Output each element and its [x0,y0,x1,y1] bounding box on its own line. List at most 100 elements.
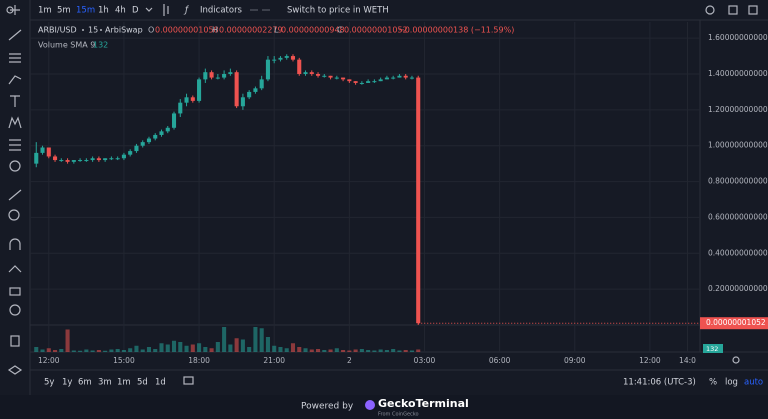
volume-bar [278,347,283,352]
candle-body [284,56,289,58]
candle-body [59,160,64,162]
ohlc-label: C [337,26,343,35]
ohlc-value: 0.00000001058 [155,26,219,35]
volume-bar [334,348,339,352]
candle-body [128,151,133,155]
scale-option[interactable]: log [725,378,738,388]
switch-price-button[interactable]: Switch to price in WETH [287,6,389,16]
interval-button[interactable]: 1m [38,6,52,16]
range-button[interactable]: 5y [44,378,54,388]
date-range-icon[interactable] [183,376,194,385]
indicators-button[interactable]: Indicators [200,6,243,16]
volume-bar [134,345,139,352]
settings-icon[interactable] [705,5,715,15]
y-tick-label: 0.400000000000 [708,248,768,257]
fullscreen-icon[interactable] [728,5,738,15]
lock-drawing-icon[interactable] [8,265,22,273]
axis-settings-icon[interactable] [732,356,740,364]
scale-option[interactable]: auto [744,378,763,388]
trash-icon[interactable] [10,335,20,347]
candle-body [203,72,208,80]
top-toolbar-icons [6,4,758,410]
x-tick-label: 15:00 [113,356,135,365]
candle-body [359,82,364,84]
volume-bar [109,349,114,352]
range-button[interactable]: 3m [98,378,112,388]
volume-bar [259,328,264,352]
measure-icon[interactable] [9,139,21,151]
candle-body [278,57,283,60]
range-button[interactable]: 1y [62,378,72,388]
range-button[interactable]: 1m [117,378,131,388]
candle-body [109,158,114,160]
volume-bar [96,350,101,352]
crosshair-icon[interactable] [10,5,20,15]
volume-bar [253,327,258,352]
y-tick-label: 1.00000000000 [708,141,768,150]
ohlc-value: 0.00000001052 [344,26,408,35]
ruler-icon[interactable] [8,189,22,201]
brush-icon[interactable] [8,75,22,85]
range-button[interactable]: 5d [137,378,148,388]
volume-badge: 132 [706,345,718,353]
range-button[interactable]: 6m [78,378,92,388]
volume-bar [341,350,346,352]
candle-body [153,134,158,139]
pattern-icon[interactable] [8,116,22,129]
zoom-icon[interactable] [8,209,20,221]
volume-bar [372,350,377,352]
text-tool-icon[interactable] [10,95,20,107]
interval-dropdown[interactable] [145,7,153,12]
scale-option[interactable]: % [709,378,717,388]
candle-body [397,75,402,78]
ohlc-label: H [212,26,218,35]
line-tool-icon[interactable] [8,29,22,41]
candle-body [197,79,202,101]
candle-body [65,160,70,162]
interval: 15 [88,26,98,35]
volume-bar [309,349,314,352]
volume-bar [297,347,302,352]
menu-icon[interactable] [6,6,14,14]
chart-style-icon[interactable] [163,4,169,16]
volume-badge-bg [703,344,723,353]
volume-bar [359,349,364,352]
separator-dot [100,29,102,31]
brand-sub: From CoinGecko [378,412,419,418]
volume-bar [215,342,220,352]
candle-body [347,79,352,82]
snapshot-icon[interactable] [748,5,758,15]
candle-body [265,59,270,80]
fib-tool-icon[interactable] [9,53,21,63]
background [0,0,768,395]
interval-button[interactable]: 4h [115,6,126,16]
candle-body [372,81,377,83]
exchange: ArbiSwap [105,26,143,35]
lock-icon[interactable] [9,287,21,296]
y-tick-label: 1.40000000000 [708,69,768,78]
last-price-label: 0.00000001052 [706,318,766,327]
interval-button[interactable]: 1h [98,6,109,16]
interval-button[interactable]: D [132,6,139,16]
candle-body [403,75,408,78]
brand-name[interactable]: GeckoTerminal [378,397,469,410]
range-button[interactable]: 1d [155,378,166,388]
interval-button[interactable]: 15m [76,6,95,16]
candle-body [121,154,126,159]
symbol: ARBI/USD [38,26,77,35]
eye-icon[interactable] [9,304,21,316]
magnet-icon[interactable] [9,238,21,250]
interval-button[interactable]: 5m [57,6,71,16]
candle-body [146,138,152,143]
powered-by: Powered by [301,402,354,412]
x-tick-label: 18:00 [188,356,210,365]
volume-bar [409,350,414,352]
candle-body [115,158,120,160]
emoji-icon[interactable] [9,160,21,172]
candle-body [378,79,383,82]
volume-bar [59,349,64,352]
layers-icon[interactable] [7,365,23,375]
x-tick-label: 14:0 [679,356,696,365]
candle-body [334,77,339,79]
